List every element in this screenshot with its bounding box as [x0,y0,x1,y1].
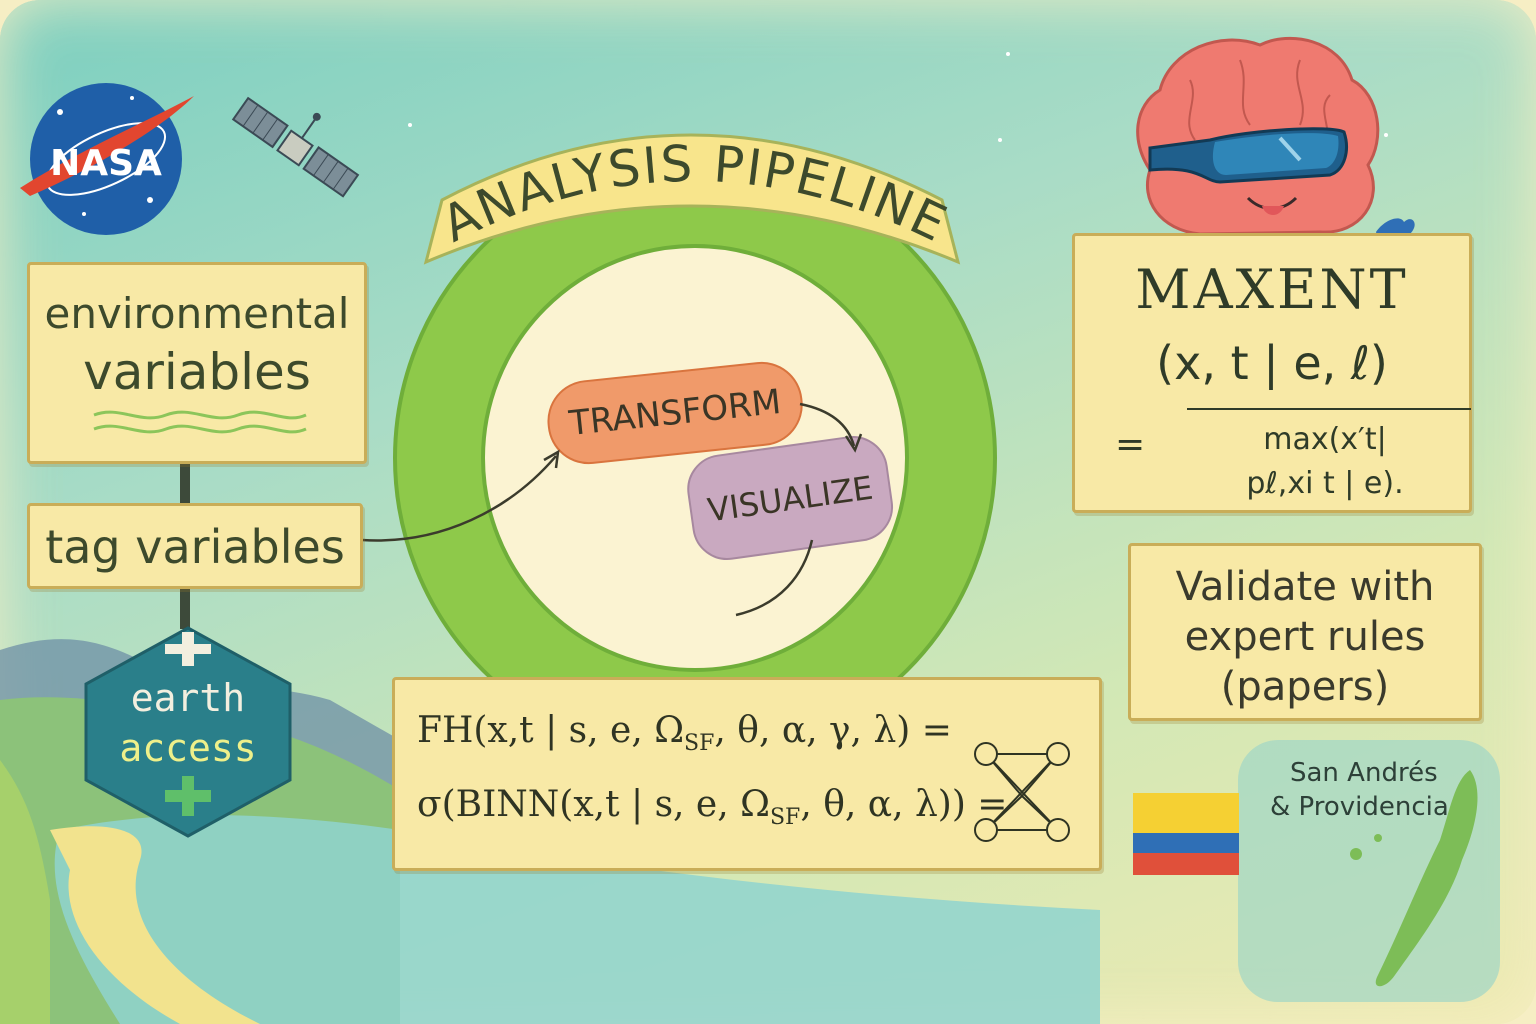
wave-icon [93,410,307,434]
environmental-variables-box: environmental variables [27,262,367,464]
maxent-denominator: pℓ,xi t | e). [1246,466,1404,501]
validate-box: Validate with expert rules (papers) [1128,543,1482,721]
earthaccess-line2: access [119,726,257,770]
formula-line1-rest: , θ, α, γ, λ) = [714,710,952,751]
maxent-title: MAXENT [1135,258,1409,321]
formula-line2-main: σ(BINN(x,t | s, e, Ω [417,784,770,825]
formula-line2-sub: SF [769,805,801,831]
variables-label: variables [83,343,311,401]
formula-line1-main: FH(x,t | s, e, Ω [417,710,685,751]
island-label-line2: & Providencia [1270,792,1449,822]
earthaccess-line1: earth [130,676,246,720]
maxent-args: (x, t | e, ℓ) [1156,336,1388,390]
maxent-equals: = [1115,424,1146,465]
maxent-fraction-bar [1187,408,1471,410]
island-map-icon [1375,770,1478,987]
neural-network-icon [974,742,1070,842]
formula-line1-sub: SF [684,731,715,757]
formula-line1: FH(x,t | s, e, ΩSF, θ, α, γ, λ) = [417,710,952,756]
tag-variables-label: tag variables [45,520,345,574]
tag-variables-box: tag variables [27,503,363,589]
island-label-line1: San Andrés [1290,758,1438,788]
formula-line2-rest: , θ, α, λ)) = [800,784,1008,825]
maxent-box: MAXENT (x, t | e, ℓ) = max(x′t| pℓ,xi t … [1072,233,1472,513]
validate-line3: (papers) [1220,664,1390,710]
environmental-label: environmental [44,289,350,338]
validate-line2: expert rules [1184,614,1426,660]
validate-line1: Validate with [1175,564,1435,610]
formula-line2: σ(BINN(x,t | s, e, ΩSF, θ, α, λ)) = [417,784,1007,830]
maxent-numerator: max(x′t| [1263,422,1387,457]
island-map-area [1238,740,1500,1002]
